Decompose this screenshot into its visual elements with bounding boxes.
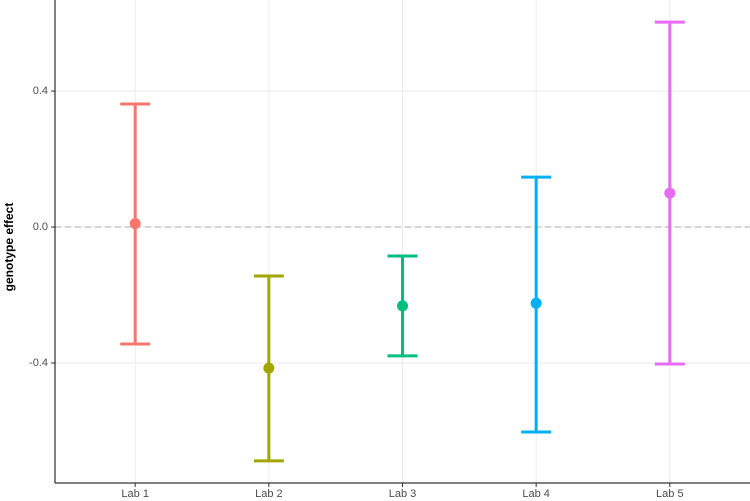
x-tick-label: Lab 2	[255, 488, 283, 500]
y-tick-label: 0.0	[33, 221, 48, 233]
point	[664, 187, 676, 199]
point	[129, 218, 141, 230]
point	[397, 300, 408, 312]
y-tick-label: 0.4	[33, 85, 48, 97]
point	[530, 297, 542, 309]
y-tick-label: -0.4	[29, 357, 48, 369]
x-tick-label: Lab 5	[656, 488, 684, 500]
x-tick-label: Lab 4	[522, 488, 550, 500]
x-tick-label: Lab 1	[121, 488, 149, 500]
y-axis-title: genotype effect	[2, 203, 16, 292]
point	[263, 362, 275, 374]
x-tick-label: Lab 3	[389, 488, 417, 500]
